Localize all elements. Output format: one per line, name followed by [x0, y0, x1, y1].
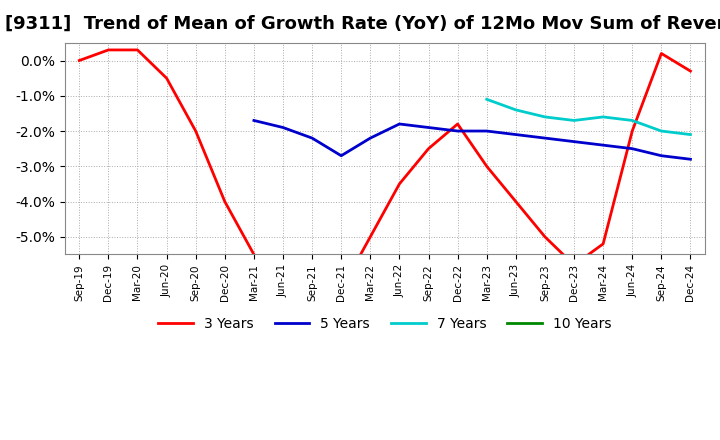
3 Years [220, 199, 229, 204]
7 Years [541, 114, 549, 120]
5 Years [307, 136, 316, 141]
3 Years [307, 304, 316, 310]
5 Years [250, 118, 258, 123]
5 Years [657, 153, 666, 158]
5 Years [482, 128, 491, 134]
5 Years [454, 128, 462, 134]
3 Years [424, 146, 433, 151]
3 Years [541, 234, 549, 239]
7 Years [482, 97, 491, 102]
7 Years [599, 114, 608, 120]
3 Years [279, 276, 287, 282]
3 Years [454, 121, 462, 127]
5 Years [366, 136, 374, 141]
5 Years [279, 125, 287, 130]
3 Years [337, 287, 346, 292]
7 Years [686, 132, 695, 137]
5 Years [511, 132, 520, 137]
3 Years [628, 128, 636, 134]
5 Years [570, 139, 578, 144]
5 Years [541, 136, 549, 141]
7 Years [511, 107, 520, 113]
5 Years [424, 125, 433, 130]
5 Years [686, 157, 695, 162]
3 Years [570, 262, 578, 268]
5 Years [395, 121, 404, 127]
Title: [9311]  Trend of Mean of Growth Rate (YoY) of 12Mo Mov Sum of Revenues: [9311] Trend of Mean of Growth Rate (YoY… [5, 15, 720, 33]
3 Years [75, 58, 84, 63]
3 Years [686, 69, 695, 74]
3 Years [395, 181, 404, 187]
3 Years [657, 51, 666, 56]
5 Years [599, 143, 608, 148]
7 Years [570, 118, 578, 123]
3 Years [192, 128, 200, 134]
Line: 7 Years: 7 Years [487, 99, 690, 135]
3 Years [104, 48, 113, 53]
3 Years [133, 48, 142, 53]
Legend: 3 Years, 5 Years, 7 Years, 10 Years: 3 Years, 5 Years, 7 Years, 10 Years [153, 311, 617, 336]
7 Years [628, 118, 636, 123]
3 Years [162, 76, 171, 81]
Line: 5 Years: 5 Years [254, 121, 690, 159]
7 Years [657, 128, 666, 134]
3 Years [250, 252, 258, 257]
5 Years [628, 146, 636, 151]
3 Years [599, 241, 608, 246]
Line: 3 Years: 3 Years [79, 50, 690, 307]
3 Years [511, 199, 520, 204]
3 Years [482, 164, 491, 169]
5 Years [337, 153, 346, 158]
3 Years [366, 234, 374, 239]
